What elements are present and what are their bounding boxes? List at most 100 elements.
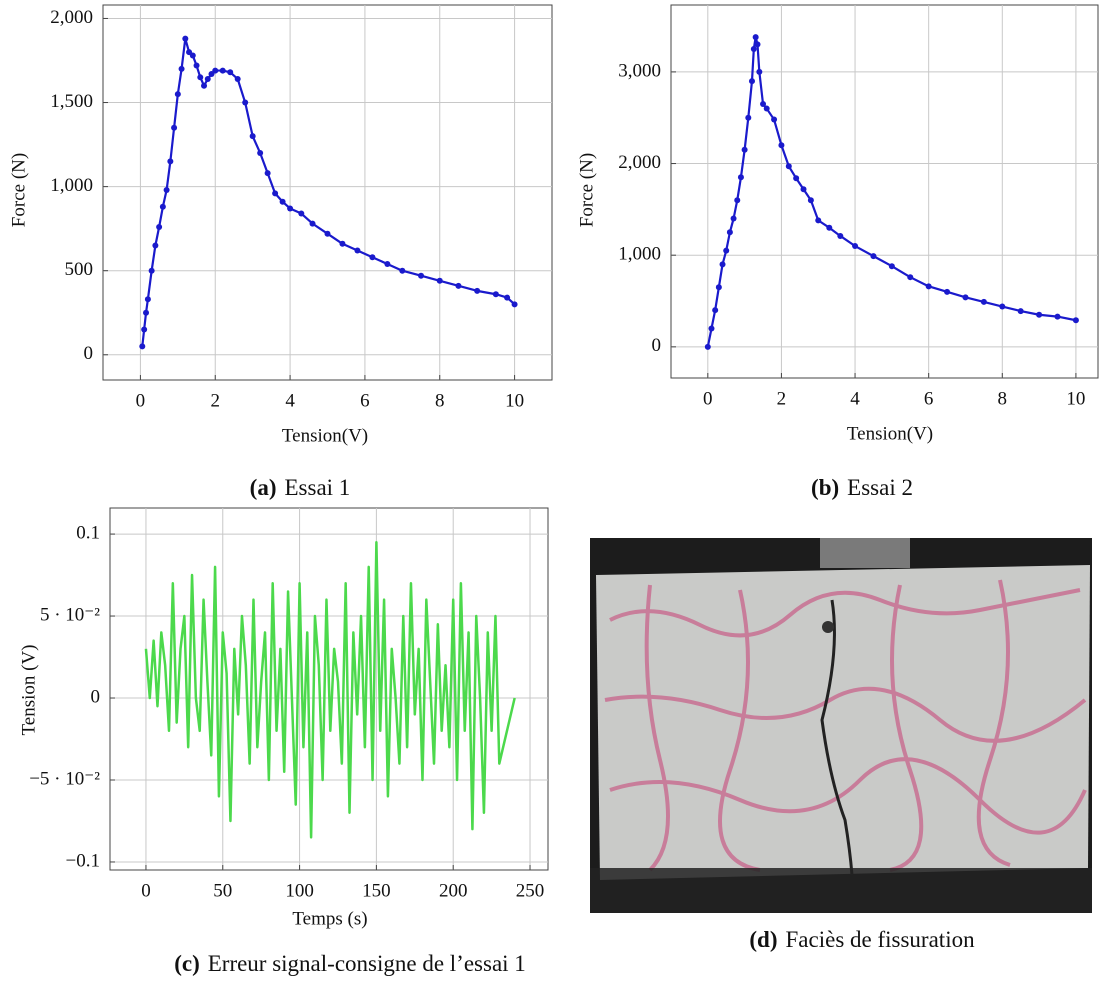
x-tick-label: 4 — [850, 388, 860, 409]
data-point — [152, 242, 159, 249]
x-axis-label: Tension(V) — [282, 425, 368, 446]
data-point — [1054, 313, 1061, 320]
photo-press — [820, 538, 910, 568]
data-point — [785, 163, 792, 170]
data-point — [474, 287, 481, 294]
y-tick-label: 2,000 — [618, 152, 661, 173]
data-point — [148, 267, 155, 274]
x-tick-label: 2 — [777, 388, 787, 409]
data-point — [852, 243, 859, 250]
data-line — [141, 37, 516, 347]
y-tick-label: 5 · 10⁻² — [40, 604, 100, 625]
caption-text: Erreur signal-consigne de l’essai 1 — [208, 951, 526, 976]
y-tick-label: 0 — [652, 335, 662, 356]
x-tick-label: 10 — [1066, 388, 1085, 409]
data-point — [249, 133, 256, 140]
photo-specimen — [596, 565, 1090, 880]
x-axis-label: Tension(V) — [847, 423, 933, 444]
data-point — [143, 309, 150, 316]
data-point — [807, 197, 814, 204]
y-tick-label: 3,000 — [618, 60, 661, 81]
caption-label: (c) — [174, 951, 200, 976]
data-point — [234, 75, 241, 82]
data-point — [752, 34, 759, 41]
data-point — [1072, 317, 1079, 324]
photo-base — [590, 868, 1092, 913]
data-point — [182, 35, 189, 42]
data-point — [167, 158, 174, 165]
data-point — [511, 301, 518, 308]
chart: 0 50 100 150 200 250 −0.1 −5 · 10⁻² 0 5 · 10⁻² 0.1… — [18, 507, 549, 976]
data-point — [715, 284, 722, 291]
data-point — [298, 210, 305, 217]
caption-label: (d) — [749, 927, 777, 952]
y-tick-label: 500 — [65, 259, 94, 280]
data-line — [706, 35, 1077, 348]
data-point — [197, 74, 204, 81]
plot-area — [109, 507, 549, 871]
caption-label: (a) — [250, 475, 277, 500]
data-point — [309, 220, 316, 227]
x-tick-label: 10 — [505, 390, 524, 411]
data-point — [144, 296, 151, 303]
data-point — [1036, 311, 1043, 318]
caption: (c) Erreur signal-consigne de l’essai 1 — [174, 951, 526, 976]
x-tick-label: 0 — [136, 390, 146, 411]
data-point — [704, 343, 711, 350]
data-point — [174, 91, 181, 98]
data-point — [139, 343, 146, 350]
data-point — [778, 142, 785, 149]
data-point — [800, 186, 807, 193]
x-tick-label: 200 — [439, 880, 468, 901]
x-tick-label: 8 — [998, 388, 1008, 409]
y-tick-label: 0 — [91, 686, 101, 707]
data-point — [418, 272, 425, 279]
x-tick-label: 8 — [435, 390, 445, 411]
caption-text: Faciès de fissuration — [786, 927, 976, 952]
data-point — [962, 294, 969, 301]
caption: (a) Essai 1 — [250, 475, 351, 500]
data-point — [257, 149, 264, 156]
data-point — [837, 232, 844, 239]
data-point — [944, 288, 951, 295]
data-point — [719, 261, 726, 268]
y-axis-label: Tension (V) — [18, 644, 39, 735]
data-point — [227, 69, 234, 76]
photo-main-crack — [820, 599, 854, 876]
x-tick-label: 150 — [362, 880, 391, 901]
data-point — [272, 190, 279, 197]
data-point — [907, 274, 914, 281]
data-point — [793, 175, 800, 182]
data-point — [204, 75, 211, 82]
data-point — [826, 224, 833, 231]
data-point — [870, 253, 877, 260]
x-tick-label: 6 — [924, 388, 934, 409]
y-tick-label: 2,000 — [50, 7, 93, 28]
data-point — [708, 325, 715, 332]
data-point — [888, 263, 895, 270]
data-point — [159, 203, 166, 210]
data-point — [763, 105, 770, 112]
data-point — [163, 186, 170, 193]
caption-text: Essai 1 — [285, 475, 351, 500]
data-point — [726, 229, 733, 236]
y-tick-label: −5 · 10⁻² — [29, 768, 100, 789]
data-point — [219, 67, 226, 74]
data-point — [212, 67, 219, 74]
data-point — [980, 298, 987, 305]
data-point — [171, 124, 178, 131]
photo-dot — [822, 621, 834, 633]
data-point — [492, 291, 499, 298]
data-point — [756, 68, 763, 75]
x-tick-label: 0 — [141, 880, 151, 901]
data-point — [748, 78, 755, 85]
x-tick-label: 4 — [285, 390, 295, 411]
x-tick-label: 0 — [703, 388, 713, 409]
data-point — [189, 52, 196, 59]
caption: (d) Faciès de fissuration — [749, 927, 975, 952]
data-point — [760, 100, 767, 107]
data-point — [723, 247, 730, 254]
data-point — [504, 294, 511, 301]
x-tick-label: 50 — [213, 880, 232, 901]
y-tick-label: 1,000 — [618, 244, 661, 265]
